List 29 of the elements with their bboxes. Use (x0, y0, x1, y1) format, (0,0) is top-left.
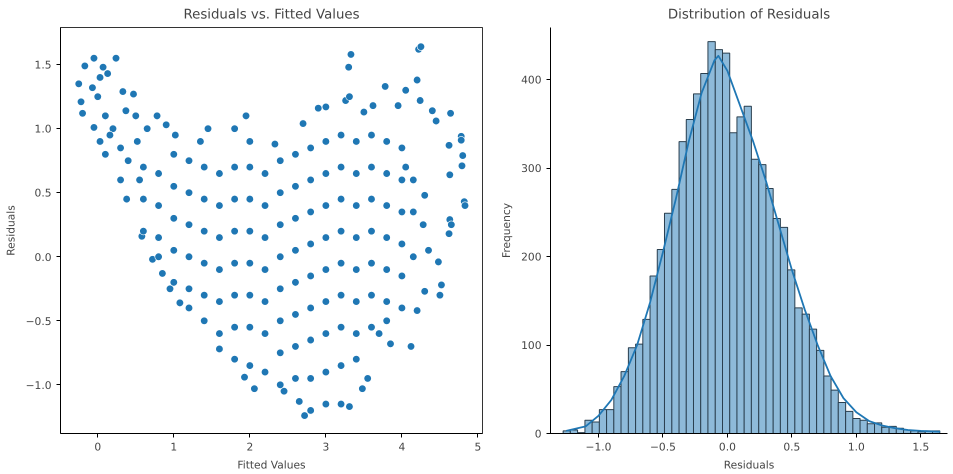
x-tick-label: 0.0 (718, 440, 736, 454)
chart-title: Distribution of Residuals (668, 8, 830, 22)
x-tick-label: 0.5 (783, 440, 800, 454)
y-tick-label: 1.5 (34, 58, 52, 72)
x-tick-label: 2 (246, 440, 254, 454)
x-tick-label: 4 (398, 440, 406, 454)
y-tick-label: −0.5 (26, 314, 52, 328)
y-tick-label: 200 (521, 250, 542, 264)
y-tick-label: 0.5 (34, 186, 52, 200)
y-tick-label: 0 (534, 428, 542, 440)
y-tick-label: 300 (521, 162, 542, 176)
x-tick-label: −1.0 (586, 440, 612, 454)
y-axis-title: Frequency (500, 202, 514, 258)
x-tick-label: 1.0 (848, 440, 866, 454)
x-tick-label: 3 (322, 440, 330, 454)
x-axis-title: Fitted Values (237, 458, 306, 472)
x-tick-label: 1.5 (912, 440, 930, 454)
y-tick-label: 0.0 (34, 250, 52, 264)
chart-title: Residuals vs. Fitted Values (183, 8, 360, 22)
x-tick-label: 1 (170, 440, 178, 454)
x-tick-label: 5 (474, 440, 482, 454)
y-axis-title: Residuals (4, 204, 18, 256)
y-tick-label: −1.0 (26, 378, 52, 392)
y-tick-label: 400 (521, 74, 542, 87)
x-tick-label: −0.5 (650, 440, 676, 454)
x-tick-label: 0 (94, 440, 102, 454)
x-axis-title: Residuals (724, 458, 775, 472)
y-tick-label: 1.0 (34, 122, 52, 136)
y-tick-label: 100 (521, 339, 542, 352)
